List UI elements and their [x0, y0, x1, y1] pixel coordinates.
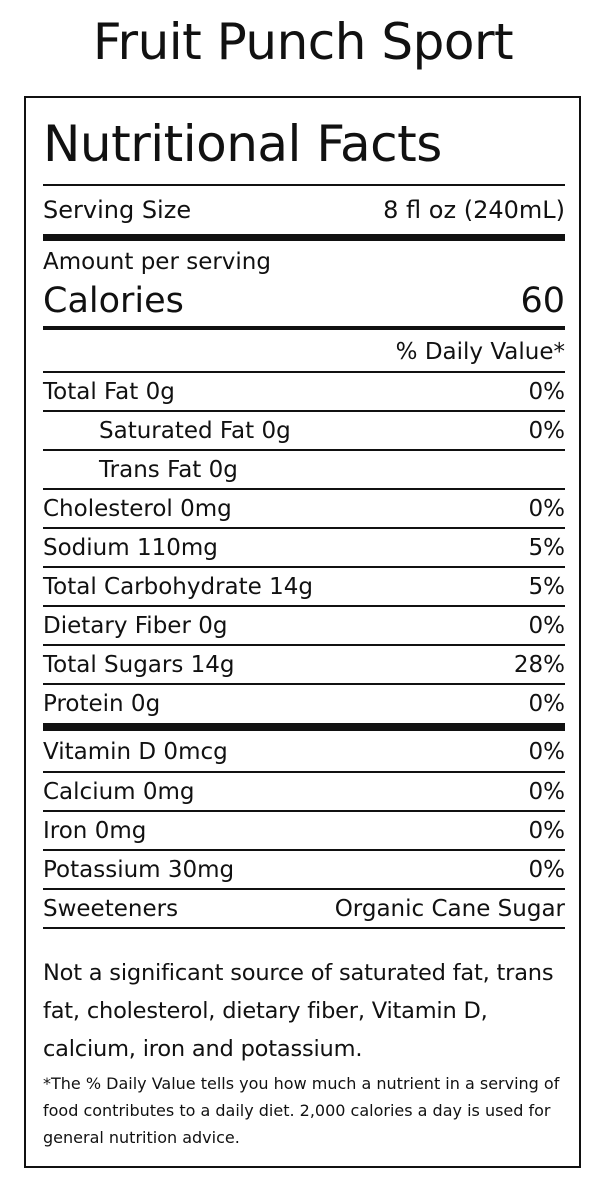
nutrient-row-dietary-fiber: Dietary Fiber 0g 0% — [43, 607, 565, 644]
divider — [43, 488, 565, 490]
nutrient-name: Saturated Fat 0g — [99, 417, 291, 444]
nutrient-name: Protein 0g — [43, 690, 161, 717]
divider — [43, 683, 565, 685]
vitamin-dv: 0% — [528, 778, 566, 805]
vitamin-dv: 0% — [528, 856, 566, 883]
calories-label: Calories — [43, 281, 184, 321]
serving-size-value: 8 fl oz (240mL) — [383, 196, 565, 224]
divider — [43, 810, 565, 812]
daily-value-footnote: *The % Daily Value tells you how much a … — [43, 1074, 560, 1147]
serving-size-row: Serving Size 8 fl oz (240mL) — [43, 190, 565, 230]
nutrient-dv: 0% — [528, 417, 566, 444]
nutrient-dv: 0% — [528, 378, 566, 405]
nutrient-name: Total Sugars 14g — [43, 651, 235, 678]
nutrient-row-total-sugars: Total Sugars 14g 28% — [43, 646, 565, 683]
sweeteners-value: Organic Cane Sugar — [334, 895, 565, 922]
vitamin-row-vitamin-d: Vitamin D 0mcg 0% — [43, 733, 565, 771]
vitamin-name: Potassium 30mg — [43, 856, 235, 883]
nutrient-row-sodium: Sodium 110mg 5% — [43, 529, 565, 566]
calories-value: 60 — [520, 281, 565, 321]
divider — [43, 771, 565, 773]
nutrient-name: Trans Fat 0g — [99, 456, 238, 483]
vitamin-name: Vitamin D 0mcg — [43, 739, 228, 765]
vitamin-name: Iron 0mg — [43, 817, 147, 844]
nutrient-name: Sodium 110mg — [43, 534, 218, 561]
nutrient-name: Dietary Fiber 0g — [43, 612, 228, 639]
divider — [43, 605, 565, 607]
daily-value-header: % Daily Value* — [395, 339, 565, 365]
vitamin-row-calcium: Calcium 0mg 0% — [43, 773, 565, 810]
divider — [43, 410, 565, 412]
nutrient-row-cholesterol: Cholesterol 0mg 0% — [43, 490, 565, 527]
sweeteners-row: Sweeteners Organic Cane Sugar — [43, 890, 565, 927]
vitamin-name: Calcium 0mg — [43, 778, 195, 805]
nutrient-row-protein: Protein 0g 0% — [43, 685, 565, 722]
thick-divider — [43, 723, 565, 731]
nutrient-name: Total Carbohydrate 14g — [43, 573, 313, 600]
calories-row: Calories 60 — [43, 278, 565, 324]
divider — [43, 527, 565, 529]
sweeteners-label: Sweeteners — [43, 895, 179, 922]
nutrient-dv: 0% — [528, 495, 566, 522]
nutrient-name: Total Fat 0g — [43, 378, 175, 405]
amount-per-serving: Amount per serving — [43, 249, 271, 275]
divider — [43, 644, 565, 646]
vitamin-row-iron: Iron 0mg 0% — [43, 812, 565, 849]
divider — [43, 566, 565, 568]
not-significant-source-note: Not a significant source of saturated fa… — [43, 960, 554, 1062]
divider — [43, 449, 565, 451]
serving-size-label: Serving Size — [43, 196, 192, 224]
nutrient-name: Cholesterol 0mg — [43, 495, 232, 522]
nutrient-dv: 0% — [528, 690, 566, 717]
thick-divider — [43, 234, 565, 241]
facts-heading: Nutritional Facts — [43, 115, 442, 173]
nutrient-row-total-carbohydrate: Total Carbohydrate 14g 5% — [43, 568, 565, 605]
product-title: Fruit Punch Sport — [92, 13, 514, 71]
nutrient-dv: 0% — [528, 612, 566, 639]
nutrient-dv: 28% — [513, 651, 565, 678]
vitamin-dv: 0% — [528, 817, 566, 844]
nutrient-row-saturated-fat: Saturated Fat 0g 0% — [43, 412, 565, 449]
nutrient-dv: 5% — [528, 534, 566, 561]
nutrient-dv: 5% — [528, 573, 566, 600]
divider — [43, 927, 565, 929]
vitamin-row-potassium: Potassium 30mg 0% — [43, 851, 565, 888]
divider — [43, 184, 565, 186]
nutrition-facts-panel: Nutritional Facts Serving Size 8 fl oz (… — [24, 96, 581, 1168]
nutrient-row-trans-fat: Trans Fat 0g — [43, 451, 565, 488]
divider — [43, 371, 565, 373]
vitamin-dv: 0% — [528, 739, 566, 765]
nutrient-row-total-fat: Total Fat 0g 0% — [43, 373, 565, 410]
divider — [43, 888, 565, 890]
medium-divider — [43, 326, 565, 330]
divider — [43, 849, 565, 851]
